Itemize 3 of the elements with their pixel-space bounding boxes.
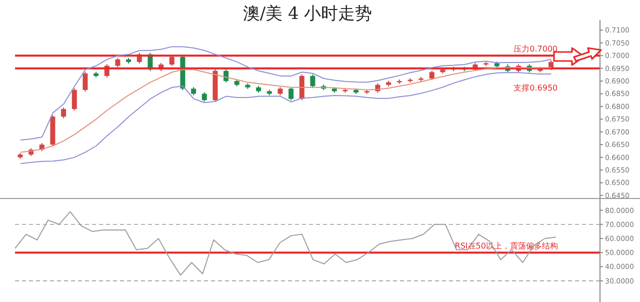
ref-line-label: 压力0.7000 — [514, 44, 558, 54]
ref-line-label: 支撑0.6950 — [514, 83, 558, 92]
chart-title: 澳/美 4 小时走势 — [242, 3, 374, 25]
